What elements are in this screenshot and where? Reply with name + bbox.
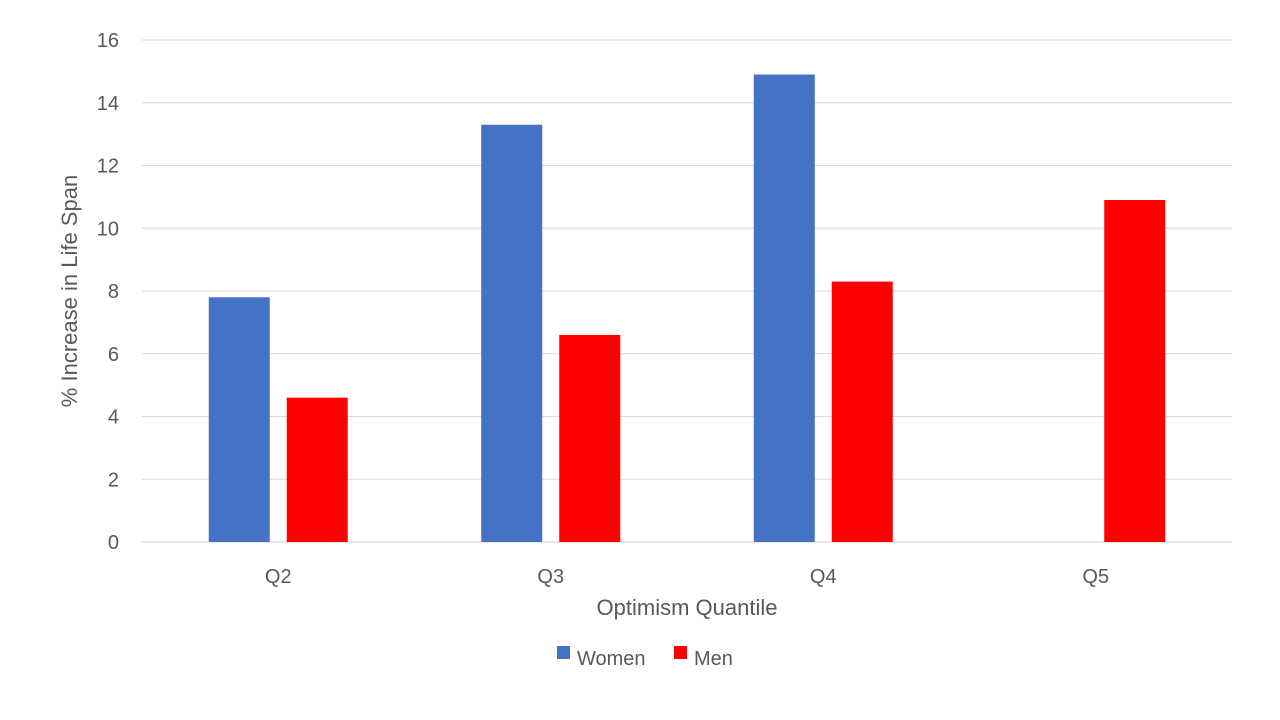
legend-label-men: Men	[694, 648, 733, 670]
legend-label-women: Women	[577, 648, 646, 670]
y-tick-label: 0	[108, 532, 119, 554]
legend-swatch-men	[674, 646, 687, 659]
bar-men-q2	[286, 397, 348, 542]
y-tick-label: 10	[97, 218, 119, 240]
x-axis-ticks: Q2 Q3 Q4 Q5	[265, 566, 1109, 588]
y-tick-label: 8	[108, 281, 119, 303]
y-tick-label: 14	[97, 93, 119, 115]
x-tick-label: Q3	[537, 566, 564, 588]
x-axis-title: Optimism Quantile	[597, 595, 778, 620]
bar-women-q3	[481, 124, 543, 543]
legend-swatch-women	[557, 646, 570, 659]
bar-women-q4	[753, 74, 815, 542]
bar-men-q4	[831, 281, 893, 542]
bar-women-q2	[208, 297, 270, 542]
y-tick-label: 16	[97, 30, 119, 52]
y-axis-ticks: 0 2 4 6 8 10 12 14 16	[97, 30, 119, 554]
x-tick-label: Q5	[1082, 566, 1109, 588]
y-tick-label: 4	[108, 407, 119, 429]
y-axis-title: % Increase in Life Span	[57, 175, 82, 407]
bar-men-q5	[1104, 200, 1166, 542]
x-tick-label: Q4	[810, 566, 837, 588]
y-tick-label: 6	[108, 344, 119, 366]
bar-men-q3	[559, 334, 621, 542]
legend: Women Men	[557, 646, 733, 670]
y-tick-label: 12	[97, 156, 119, 178]
x-tick-label: Q2	[265, 566, 292, 588]
y-tick-label: 2	[108, 469, 119, 491]
bars	[208, 74, 1166, 543]
